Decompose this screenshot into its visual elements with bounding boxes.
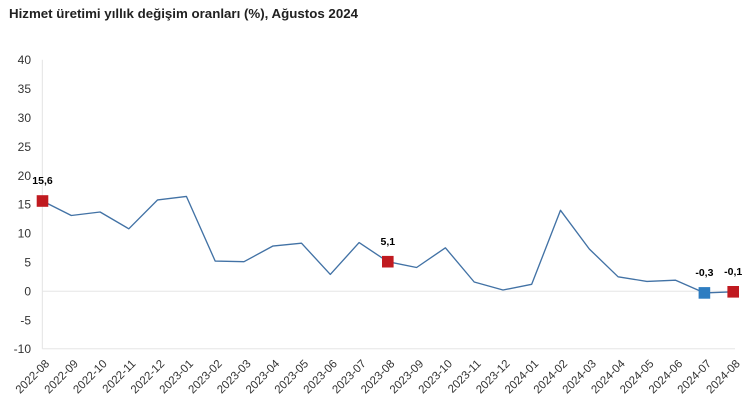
svg-text:15: 15: [18, 198, 32, 212]
svg-text:30: 30: [18, 111, 32, 125]
svg-text:-10: -10: [14, 342, 32, 356]
svg-text:-0,3: -0,3: [695, 267, 713, 279]
svg-text:25: 25: [18, 140, 32, 154]
svg-text:40: 40: [18, 53, 32, 67]
svg-text:Hizmet üretimi yıllık değişim: Hizmet üretimi yıllık değişim oranları (…: [9, 6, 359, 21]
svg-text:10: 10: [18, 227, 32, 241]
svg-text:5: 5: [24, 256, 31, 270]
svg-text:-0,1: -0,1: [724, 266, 742, 278]
svg-text:20: 20: [18, 169, 32, 183]
svg-text:15,6: 15,6: [32, 175, 53, 187]
svg-text:0: 0: [24, 284, 31, 298]
svg-text:-5: -5: [20, 313, 31, 327]
svg-text:35: 35: [18, 82, 32, 96]
svg-text:5,1: 5,1: [380, 236, 395, 248]
